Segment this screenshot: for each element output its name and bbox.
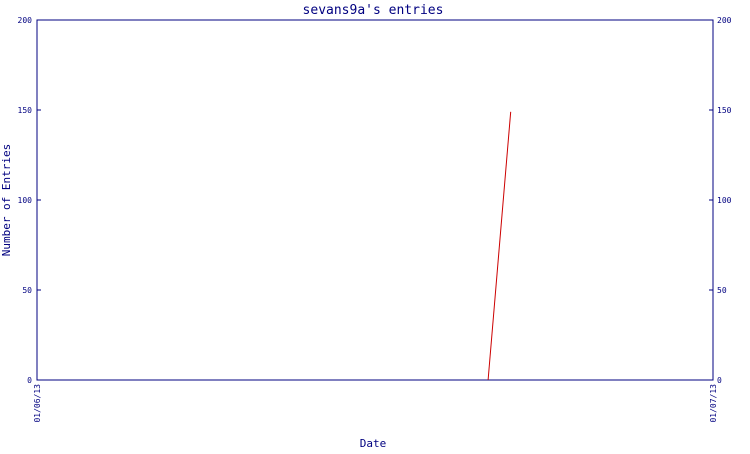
y-tick-label-right-100: 100 [717, 196, 732, 205]
y-tick-label-right-150: 150 [717, 106, 732, 115]
x-axis-label: Date [360, 437, 387, 450]
plot-area-frame [36, 19, 714, 381]
y-tick-label-left-150: 150 [18, 106, 33, 115]
x-tick-label-1: 01/07/13 [709, 384, 718, 423]
y-axis-label: Number of Entries [0, 144, 13, 257]
left-y-axis: 0 50 100 150 200 [18, 16, 41, 385]
series-layer [487, 111, 512, 381]
series-line-0 [487, 111, 512, 381]
chart-title: sevans9a's entries [303, 3, 444, 18]
y-tick-label-left-200: 200 [18, 16, 33, 25]
y-tick-label-right-0: 0 [717, 376, 722, 385]
y-tick-label-left-50: 50 [22, 286, 32, 295]
y-tick-label-right-50: 50 [717, 286, 727, 295]
right-y-axis: 0 50 100 150 200 [709, 16, 732, 385]
y-tick-label-left-0: 0 [27, 376, 32, 385]
x-tick-label-0: 01/06/13 [33, 384, 42, 423]
x-axis: 01/06/13 01/07/13 [33, 376, 718, 423]
y-tick-label-right-200: 200 [717, 16, 732, 25]
y-tick-label-left-100: 100 [18, 196, 33, 205]
